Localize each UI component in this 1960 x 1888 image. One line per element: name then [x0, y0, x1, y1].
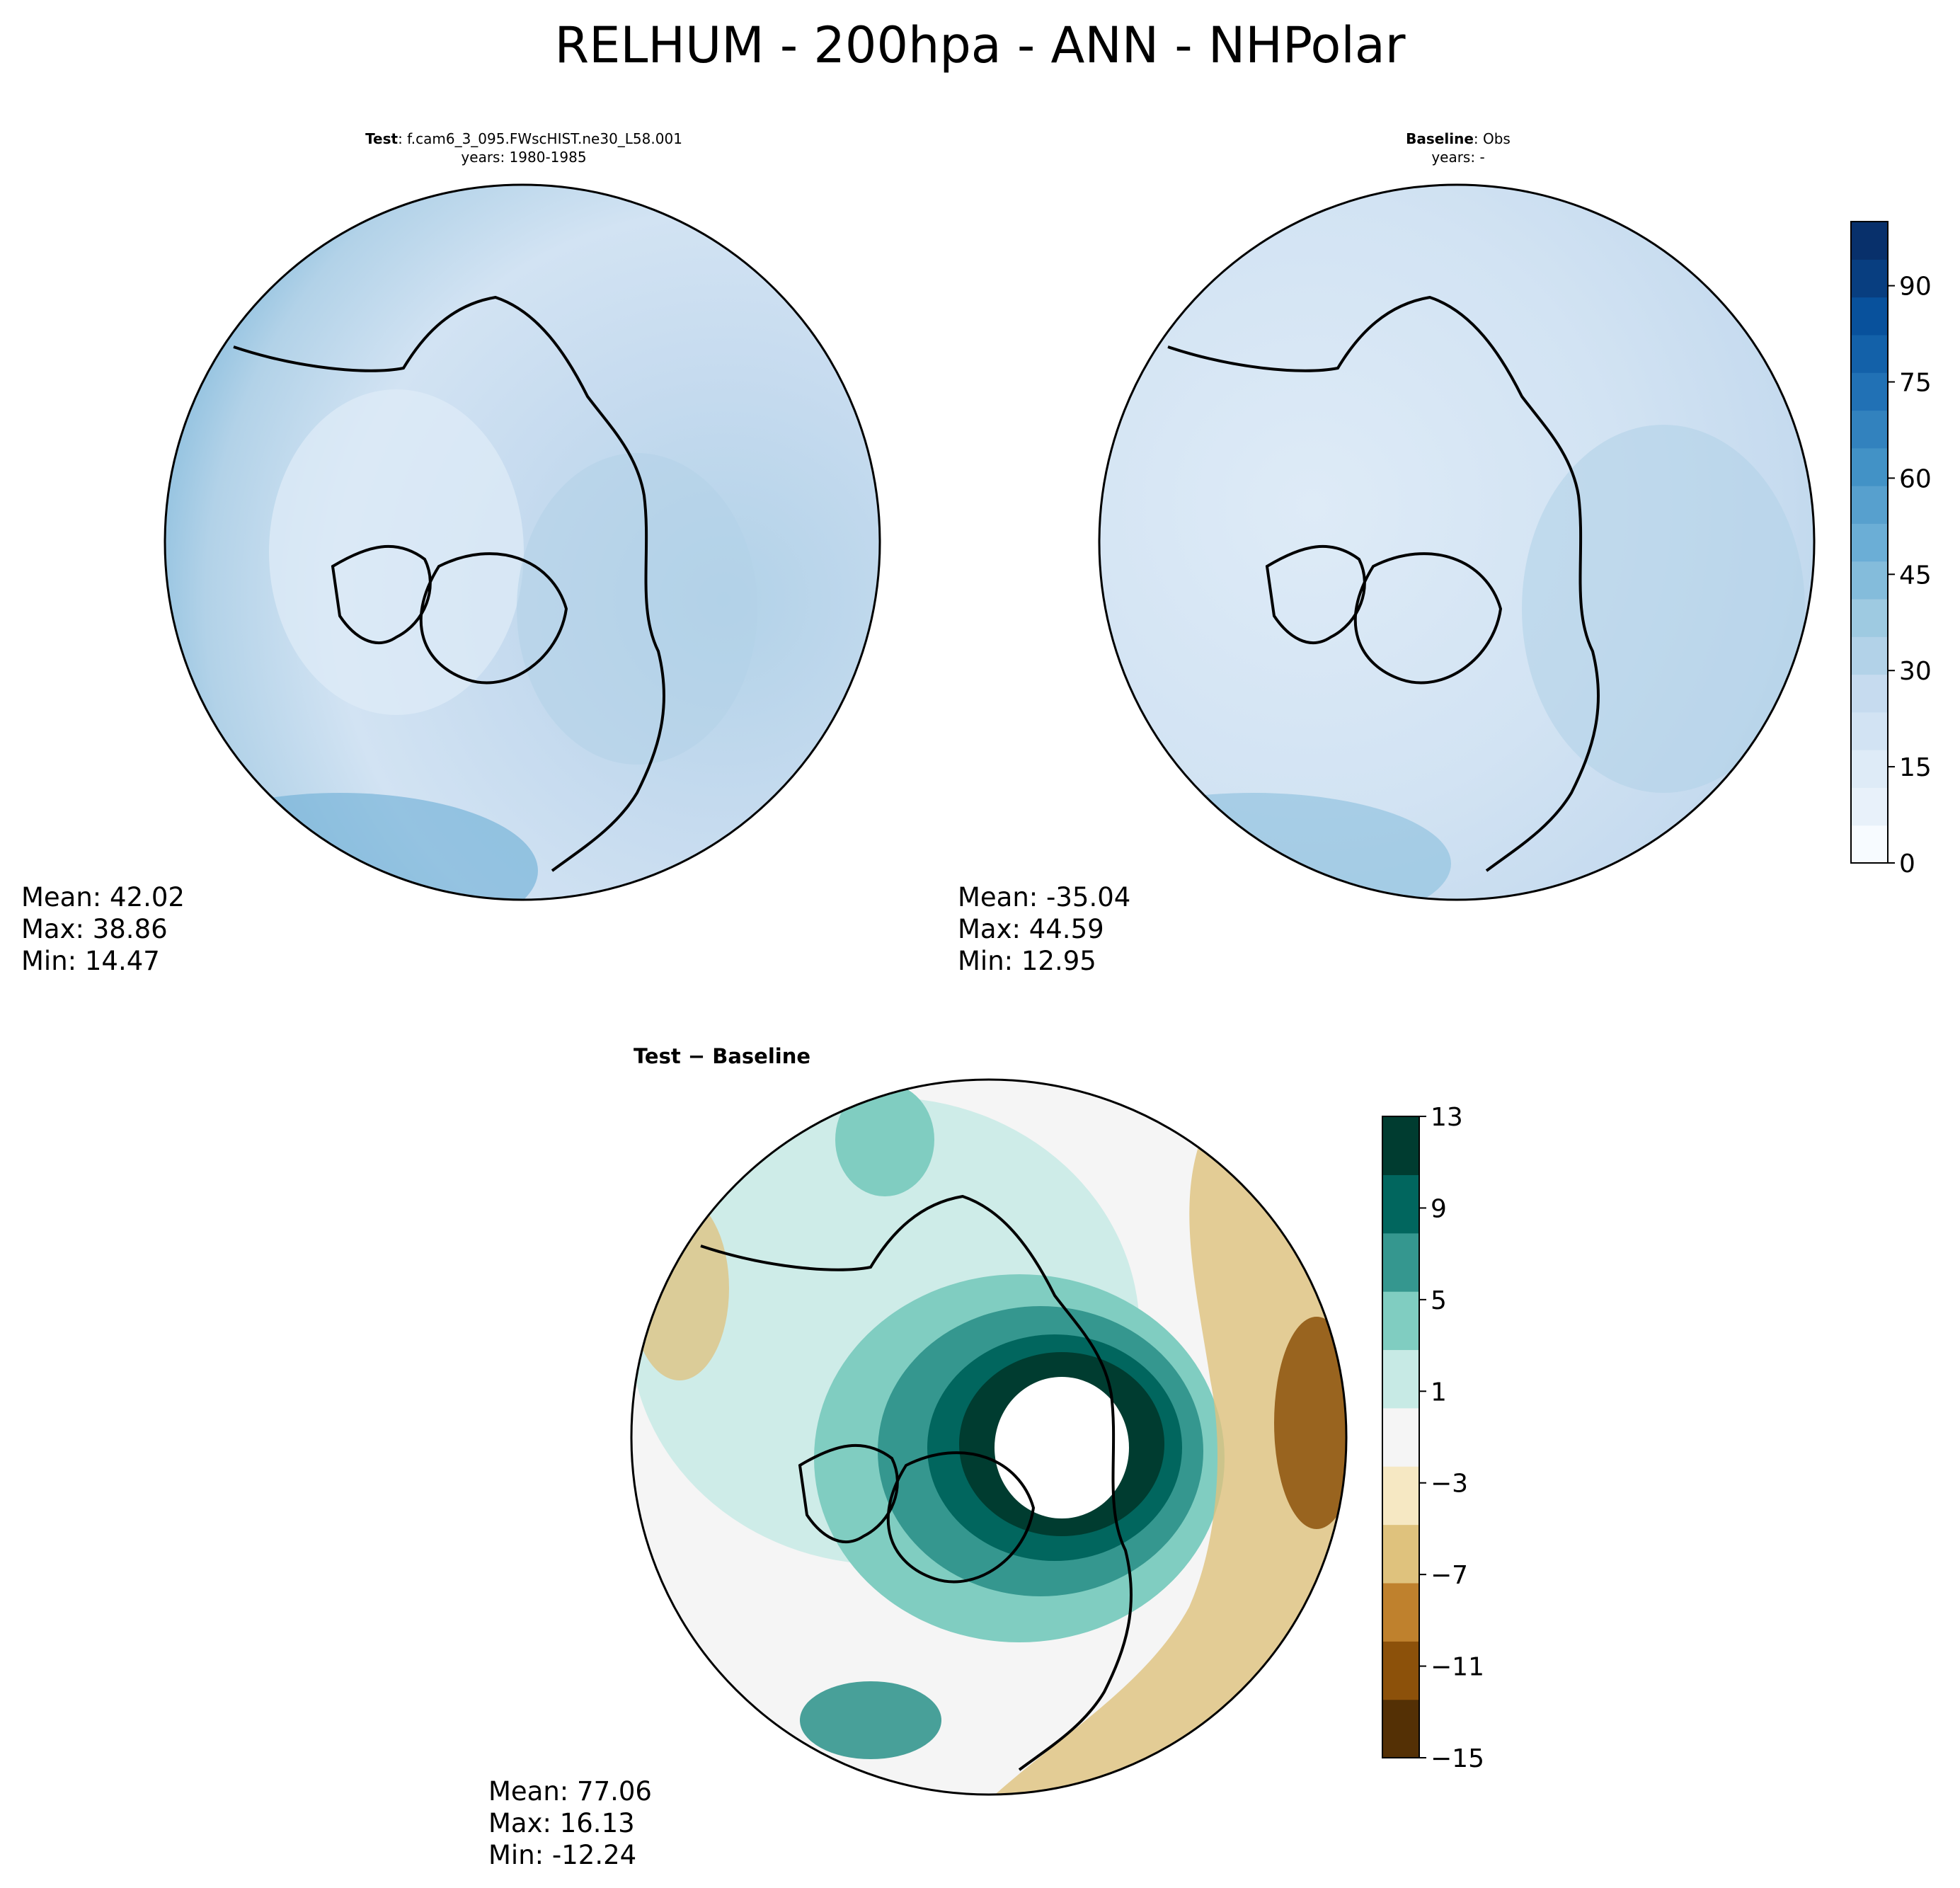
- baseline-max: Max: 44.59: [958, 914, 1104, 944]
- relhum-colorbar-swatch: [1851, 222, 1888, 260]
- diff-colorbar-tick-label: 1: [1431, 1378, 1447, 1407]
- diff-colorbar-swatch: [1382, 1291, 1419, 1351]
- test-panel-title: Test: f.cam6_3_095.FWscHIST.ne30_L58.001…: [262, 130, 786, 166]
- diff-colorbar-swatch: [1382, 1232, 1419, 1292]
- diff-colorbar-tick-label: 13: [1431, 1103, 1463, 1132]
- diff-colorbar-swatch: [1382, 1524, 1419, 1584]
- test-field-mid: [517, 453, 757, 765]
- baseline-years: years: -: [1431, 149, 1485, 166]
- relhum-colorbar-swatch: [1851, 598, 1888, 637]
- relhum-colorbar-swatch: [1851, 297, 1888, 336]
- diff-field-neg-w: [631, 1196, 729, 1380]
- test-field-high: [165, 793, 538, 900]
- diff-field-neg: [991, 1133, 1346, 1795]
- diff-map: [630, 1078, 1348, 1796]
- diff-field-max: [995, 1377, 1129, 1518]
- baseline-panel-title: Baseline: Obs years: -: [1246, 130, 1670, 166]
- figure-title: RELHUM - 200hpa - ANN - NHPolar: [554, 16, 1406, 74]
- baseline-map: [1098, 183, 1816, 901]
- baseline-map-border: [1098, 183, 1816, 901]
- diff-colorbar-tick-label: −11: [1431, 1653, 1484, 1682]
- diff-colorbar-tick-label: −15: [1431, 1744, 1484, 1773]
- diff-colorbar-tick-label: −7: [1431, 1561, 1468, 1590]
- test-stats: Mean: 42.02 Max: 38.86 Min: 14.47: [21, 881, 185, 977]
- relhum-colorbar-swatch: [1851, 447, 1888, 486]
- diff-colorbar-swatch: [1382, 1116, 1419, 1175]
- relhum-colorbar-swatch: [1851, 561, 1888, 600]
- baseline-title-rest: : Obs: [1473, 130, 1511, 147]
- diff-field-blob-sw: [800, 1681, 941, 1759]
- baseline-title-bold: Baseline: [1406, 130, 1474, 147]
- relhum-colorbar-swatch: [1851, 372, 1888, 411]
- relhum-colorbar-tick-label: 0: [1899, 849, 1915, 879]
- test-field-low: [269, 389, 524, 715]
- relhum-colorbar-swatch: [1851, 674, 1888, 713]
- test-min: Min: 14.47: [21, 946, 160, 976]
- diff-map-border: [630, 1078, 1348, 1796]
- diff-colorbar-swatch: [1382, 1349, 1419, 1409]
- relhum-colorbar-tick-label: 30: [1899, 657, 1932, 686]
- test-map: [164, 183, 881, 901]
- relhum-colorbar-swatch: [1851, 711, 1888, 750]
- relhum-colorbar: 0 15 30 45 60 75 90: [1850, 221, 1932, 879]
- test-coastlines: [233, 295, 666, 872]
- relhum-colorbar-swatch: [1851, 523, 1888, 562]
- relhum-colorbar-swatch: [1851, 636, 1888, 675]
- baseline-field-mid: [1522, 425, 1805, 793]
- baseline-mean: Mean: -35.04: [958, 882, 1131, 912]
- baseline-coastlines: [1167, 295, 1600, 872]
- diff-colorbar-swatch: [1382, 1699, 1419, 1758]
- relhum-colorbar-swatch: [1851, 334, 1888, 373]
- diff-field-min: [1274, 1317, 1346, 1529]
- diff-title-bold: Test − Baseline: [634, 1044, 811, 1068]
- baseline-min: Min: 12.95: [958, 946, 1096, 976]
- diff-field-blob-n: [835, 1083, 934, 1196]
- relhum-colorbar-tick-label: 45: [1899, 561, 1932, 590]
- baseline-field-high: [1099, 793, 1451, 900]
- diff-colorbar-tick-label: 5: [1431, 1286, 1447, 1315]
- relhum-colorbar-tick-label: 90: [1899, 273, 1932, 302]
- relhum-colorbar-swatch: [1851, 259, 1888, 298]
- test-mean: Mean: 42.02: [21, 882, 185, 912]
- diff-colorbar-tick-label: −3: [1431, 1470, 1468, 1499]
- diff-colorbar-tick-label: 9: [1431, 1194, 1447, 1223]
- relhum-colorbar-swatch: [1851, 750, 1888, 789]
- test-title-rest: : f.cam6_3_095.FWscHIST.ne30_L58.001: [398, 130, 682, 147]
- baseline-stats: Mean: -35.04 Max: 44.59 Min: 12.95: [958, 881, 1130, 977]
- relhum-colorbar-swatch: [1851, 787, 1888, 826]
- diff-stats: Mean: 77.06 Max: 16.13 Min: -12.24: [488, 1775, 652, 1871]
- relhum-colorbar-swatch: [1851, 486, 1888, 524]
- test-title-bold: Test: [365, 130, 399, 147]
- diff-colorbar-swatch: [1382, 1174, 1419, 1234]
- diff-colorbar: −15 −11 −7 −3 1 5 9 13: [1382, 1103, 1484, 1773]
- relhum-colorbar-tick-label: 60: [1899, 464, 1932, 493]
- relhum-colorbar-swatch: [1851, 410, 1888, 449]
- test-years: years: 1980-1985: [461, 149, 587, 166]
- diff-colorbar-swatch: [1382, 1582, 1419, 1642]
- test-map-border: [164, 183, 881, 901]
- relhum-colorbar-tick-label: 15: [1899, 753, 1932, 782]
- diff-panel-title: Test − Baseline: [634, 1043, 810, 1069]
- relhum-colorbar-tick-label: 75: [1899, 369, 1932, 398]
- diff-colorbar-swatch: [1382, 1466, 1419, 1526]
- relhum-colorbar-swatch: [1851, 825, 1888, 864]
- diff-max: Max: 16.13: [488, 1808, 635, 1838]
- diff-colorbar-outline: [1382, 1116, 1420, 1758]
- relhum-colorbar-outline: [1850, 221, 1889, 864]
- diff-mean: Mean: 77.06: [488, 1776, 652, 1807]
- test-max: Max: 38.86: [21, 914, 168, 944]
- diff-colorbar-swatch: [1382, 1407, 1419, 1467]
- diff-min: Min: -12.24: [488, 1840, 637, 1870]
- diff-coastlines: [700, 1194, 1133, 1771]
- diff-colorbar-swatch: [1382, 1641, 1419, 1700]
